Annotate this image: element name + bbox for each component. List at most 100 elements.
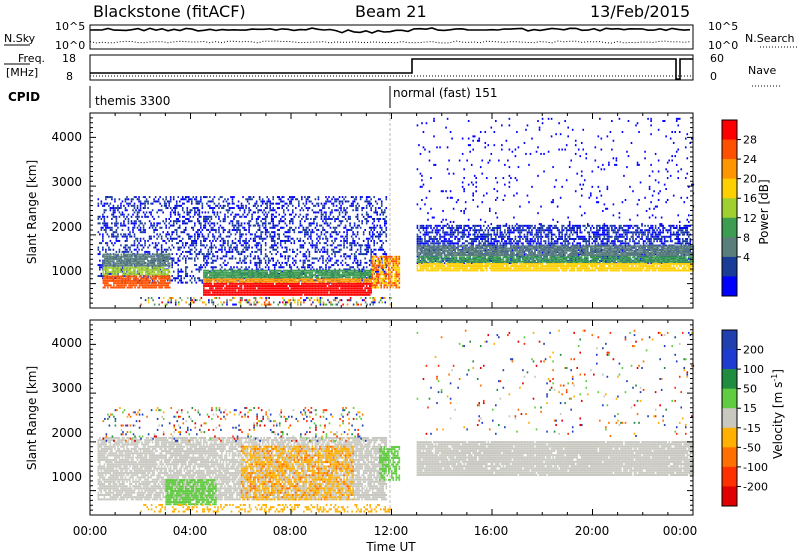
data-cell — [245, 233, 247, 236]
data-cell — [135, 209, 137, 212]
data-cell — [504, 240, 506, 243]
data-cell — [231, 211, 234, 214]
data-cell — [319, 250, 321, 253]
data-cell — [430, 235, 432, 238]
data-cell — [191, 248, 193, 251]
data-cell — [482, 231, 485, 234]
data-cell — [510, 229, 512, 232]
data-cell — [114, 207, 116, 210]
data-cell — [310, 264, 312, 267]
data-cell — [156, 250, 158, 253]
data-cell — [343, 215, 345, 218]
data-cell — [237, 228, 240, 231]
data-cell — [361, 213, 363, 216]
data-cell — [526, 233, 529, 236]
data-cell — [585, 240, 588, 243]
data-cell — [421, 242, 423, 245]
data-cell — [498, 224, 500, 227]
data-cell — [331, 231, 333, 234]
data-cell — [275, 215, 278, 218]
data-cell — [457, 229, 459, 232]
data-cell — [270, 213, 273, 216]
data-cell — [487, 242, 490, 245]
data-cell — [370, 235, 372, 238]
data-cell — [307, 213, 309, 216]
data-cell — [614, 242, 616, 245]
data-cell — [288, 266, 291, 269]
data-cell — [180, 277, 183, 280]
data-cell — [269, 209, 271, 212]
data-cell — [668, 224, 670, 227]
data-cell — [276, 196, 279, 199]
data-cell — [353, 222, 356, 225]
data-cell — [683, 253, 686, 256]
data-cell — [203, 226, 205, 229]
data-cell — [231, 228, 234, 231]
data-cell — [126, 198, 128, 201]
data-cell — [287, 198, 290, 201]
data-cell — [221, 226, 223, 229]
data-cell — [169, 198, 172, 201]
data-cell — [675, 233, 678, 236]
data-cell — [632, 237, 634, 240]
data-cell — [343, 207, 345, 210]
data-cell — [570, 257, 572, 260]
data-cell — [320, 255, 323, 258]
data-cell — [115, 235, 118, 238]
data-cell — [329, 244, 332, 247]
data-cell — [264, 242, 267, 245]
data-cell — [603, 235, 606, 238]
data-cell — [133, 202, 136, 205]
data-cell — [546, 227, 548, 230]
data-cell — [684, 229, 687, 232]
data-cell — [103, 228, 106, 231]
data-cell — [278, 220, 281, 223]
data-cell — [249, 237, 252, 240]
data-cell — [284, 235, 287, 238]
data-cell — [376, 218, 379, 221]
data-cell — [272, 246, 275, 249]
data-cell — [115, 220, 118, 223]
data-cell — [467, 227, 470, 230]
data-cell — [156, 228, 158, 231]
data-cell — [457, 224, 459, 227]
data-cell — [547, 231, 550, 234]
data-cell — [684, 237, 687, 240]
data-cell — [119, 282, 121, 285]
data-cell — [332, 231, 335, 234]
data-cell — [319, 224, 321, 227]
data-cell — [210, 248, 213, 251]
data-cell — [171, 253, 174, 256]
data-cell — [659, 229, 661, 232]
data-cell — [352, 200, 354, 203]
data-cell — [299, 231, 302, 234]
data-cell — [126, 244, 128, 247]
data-cell — [310, 235, 312, 238]
data-cell — [555, 242, 557, 245]
data-cell — [304, 233, 306, 236]
data-cell — [329, 226, 332, 229]
data-cell — [139, 209, 142, 212]
data-cell — [106, 222, 109, 225]
data-cell — [119, 275, 121, 278]
data-cell — [454, 231, 456, 234]
data-cell — [195, 211, 198, 214]
data-cell — [171, 266, 174, 269]
data-cell — [433, 248, 435, 251]
data-cell — [550, 240, 553, 243]
data-cell — [292, 218, 294, 221]
data-cell — [614, 224, 616, 227]
data-cell — [278, 261, 281, 264]
data-cell — [156, 222, 158, 225]
data-cell — [224, 242, 226, 245]
data-cell — [117, 239, 119, 242]
data-cell — [517, 242, 520, 245]
data-cell — [350, 248, 353, 251]
data-cell — [298, 268, 300, 271]
data-cell — [150, 224, 152, 227]
data-cell — [139, 226, 142, 229]
data-cell — [574, 231, 577, 234]
data-cell — [334, 237, 336, 240]
data-cell — [666, 235, 669, 238]
data-cell — [346, 228, 348, 231]
